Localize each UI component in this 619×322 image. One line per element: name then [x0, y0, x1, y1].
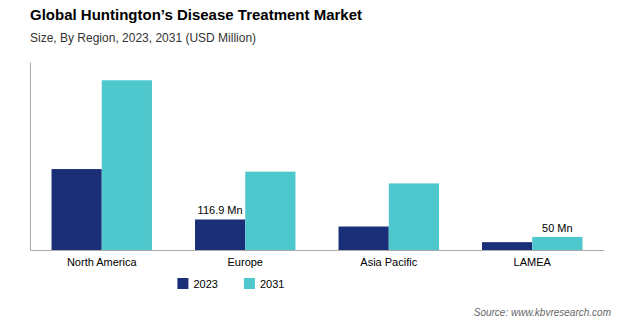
annotations: 116.9 Mn 50 Mn: [198, 204, 573, 233]
x-tick: Asia Pacific: [360, 256, 417, 268]
legend-label: 2031: [260, 278, 284, 290]
x-axis: North America Europe Asia Pacific LAMEA: [31, 251, 605, 268]
source: Source: www.kbvresearch.com: [474, 307, 611, 318]
x-tick: North America: [67, 256, 138, 268]
y-axis: [30, 63, 31, 251]
bar: [339, 227, 389, 251]
annotation: 50 Mn: [542, 222, 573, 234]
bar: [102, 80, 152, 250]
bar-series: [102, 80, 583, 250]
bars: [52, 80, 583, 250]
title: Global Huntington’s Disease Treatment Ma…: [30, 6, 362, 23]
legend-item: 2023: [177, 278, 217, 290]
bar: [532, 237, 582, 250]
plot: North America Europe Asia Pacific LAMEA 116.…: [31, 63, 605, 268]
legend-swatch: [177, 278, 188, 289]
x-tick-label: Europe: [228, 256, 263, 268]
x-axis-line: [31, 250, 605, 251]
subtitle: Size, By Region, 2023, 2031 (USD Million…: [30, 31, 256, 45]
bar: [52, 169, 102, 250]
x-tick-label: North America: [67, 256, 138, 268]
x-tick-label: LAMEA: [514, 256, 552, 268]
bar: [482, 242, 532, 250]
x-tick: LAMEA: [514, 256, 552, 268]
legend-swatch: [244, 278, 255, 289]
legend: 2023 2031: [177, 278, 284, 290]
x-tick-label: Asia Pacific: [360, 256, 417, 268]
annotation: 116.9 Mn: [198, 204, 243, 216]
bar: [195, 219, 245, 250]
y-axis-line: [30, 63, 31, 251]
bar: [389, 183, 439, 250]
legend-item: 2031: [244, 278, 284, 290]
legend-label: 2023: [193, 278, 217, 290]
x-tick: Europe: [228, 256, 263, 268]
bar: [245, 172, 295, 250]
chart: Global Huntington’s Disease Treatment Ma…: [0, 0, 619, 322]
